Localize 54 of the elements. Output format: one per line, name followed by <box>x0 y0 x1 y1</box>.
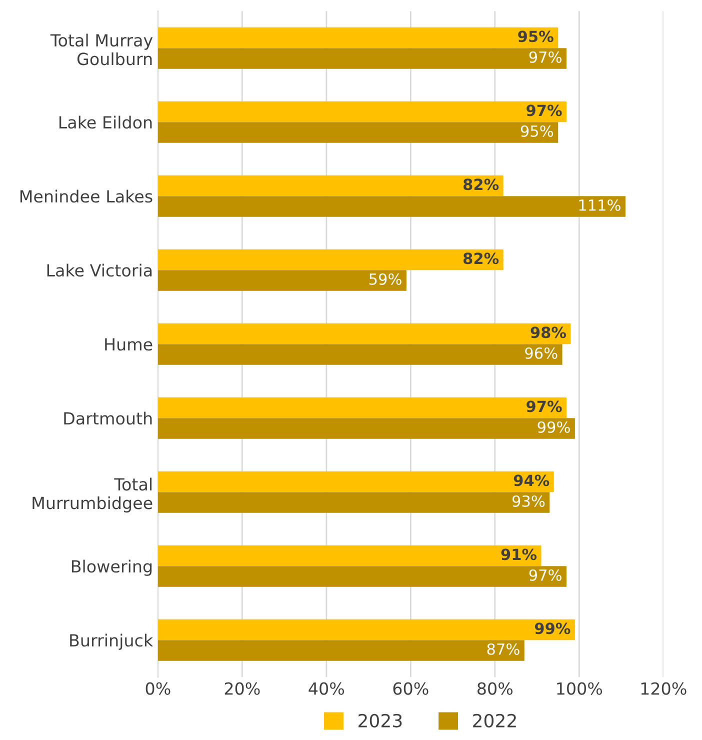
bar <box>158 48 567 69</box>
x-tick-label: 80% <box>478 682 513 695</box>
data-label: 97% <box>529 569 562 581</box>
data-label: 96% <box>525 347 558 359</box>
bar <box>158 619 575 640</box>
data-label: 97% <box>529 51 562 63</box>
data-label: 99% <box>538 421 570 433</box>
data-label: 98% <box>530 326 566 338</box>
bar <box>158 122 558 143</box>
data-label: 97% <box>526 104 562 116</box>
bar <box>158 175 504 196</box>
bar <box>158 566 567 587</box>
x-tick-label: 20% <box>224 682 260 695</box>
data-label: 94% <box>514 474 550 486</box>
y-tick-label: Total Murrumbidgee <box>32 478 152 512</box>
legend-label: 2022 <box>473 714 516 728</box>
bar <box>158 397 567 418</box>
y-tick-label: Lake Victoria <box>47 264 152 277</box>
legend-label: 2023 <box>358 714 402 728</box>
data-label: 82% <box>463 252 499 264</box>
y-tick-label: Dartmouth <box>64 412 152 425</box>
data-label: 95% <box>520 125 554 137</box>
y-tick-label: Blowering <box>72 560 152 576</box>
bar <box>158 545 542 566</box>
y-tick-label: Lake Eildon <box>59 116 152 129</box>
x-tick-label: 0% <box>146 682 170 695</box>
x-tick-label: 100% <box>557 682 602 695</box>
bar <box>158 323 571 344</box>
data-label: 97% <box>526 400 562 412</box>
bar <box>158 249 504 270</box>
y-tick-label: Menindee Lakes <box>20 190 152 203</box>
bar <box>158 418 575 439</box>
bar <box>158 196 626 217</box>
bar <box>158 471 554 492</box>
bar <box>158 344 562 365</box>
data-label: 93% <box>512 495 545 507</box>
data-label: 87% <box>487 643 520 655</box>
x-tick-label: 60% <box>393 682 428 695</box>
bar <box>158 101 567 122</box>
data-label: 111% <box>579 199 620 211</box>
data-label: 95% <box>518 30 554 42</box>
x-tick-label: 40% <box>308 682 344 695</box>
data-label: 82% <box>463 178 499 190</box>
y-tick-label: Total Murray Goulburn <box>50 34 153 66</box>
bar <box>158 270 406 291</box>
bar <box>158 640 524 661</box>
data-label: 99% <box>534 622 570 634</box>
bar <box>158 27 558 48</box>
y-tick-label: Burrinjuck <box>70 634 154 650</box>
data-label: 91% <box>501 548 537 560</box>
bar <box>158 492 550 513</box>
y-tick-label: Hume <box>105 338 152 351</box>
x-tick-label: 120% <box>641 682 686 695</box>
data-label: 59% <box>369 273 402 285</box>
